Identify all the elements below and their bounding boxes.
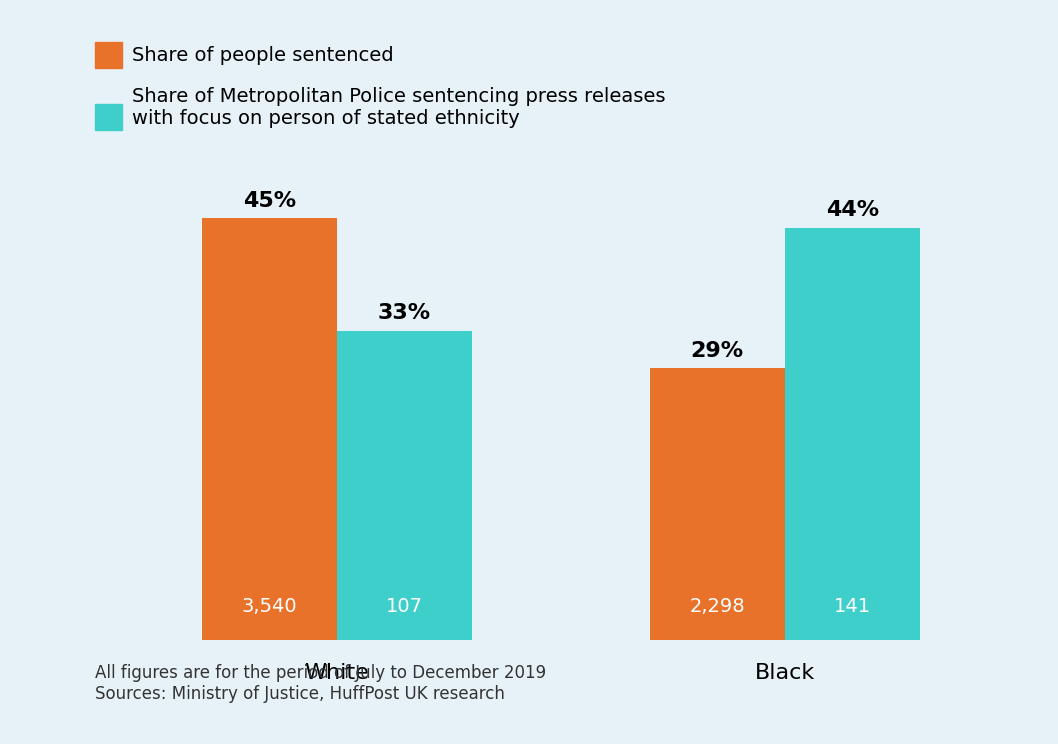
Text: 45%: 45% (242, 190, 296, 211)
Bar (785, 228, 919, 640)
Text: 44%: 44% (825, 200, 879, 220)
Text: Share of people sentenced: Share of people sentenced (132, 46, 394, 65)
Bar (650, 368, 785, 640)
Text: All figures are for the period of July to December 2019
Sources: Ministry of Jus: All figures are for the period of July t… (95, 664, 546, 703)
Text: 107: 107 (386, 597, 423, 617)
Text: 33%: 33% (378, 303, 431, 323)
Text: 3,540: 3,540 (241, 597, 297, 617)
Text: 2,298: 2,298 (689, 597, 745, 617)
Text: Black: Black (754, 663, 815, 683)
Text: 29%: 29% (691, 341, 744, 361)
Text: White: White (305, 663, 369, 683)
Bar (202, 218, 336, 640)
Text: Share of Metropolitan Police sentencing press releases
with focus on person of s: Share of Metropolitan Police sentencing … (132, 87, 665, 129)
Bar (336, 330, 472, 640)
Text: 141: 141 (834, 597, 871, 617)
